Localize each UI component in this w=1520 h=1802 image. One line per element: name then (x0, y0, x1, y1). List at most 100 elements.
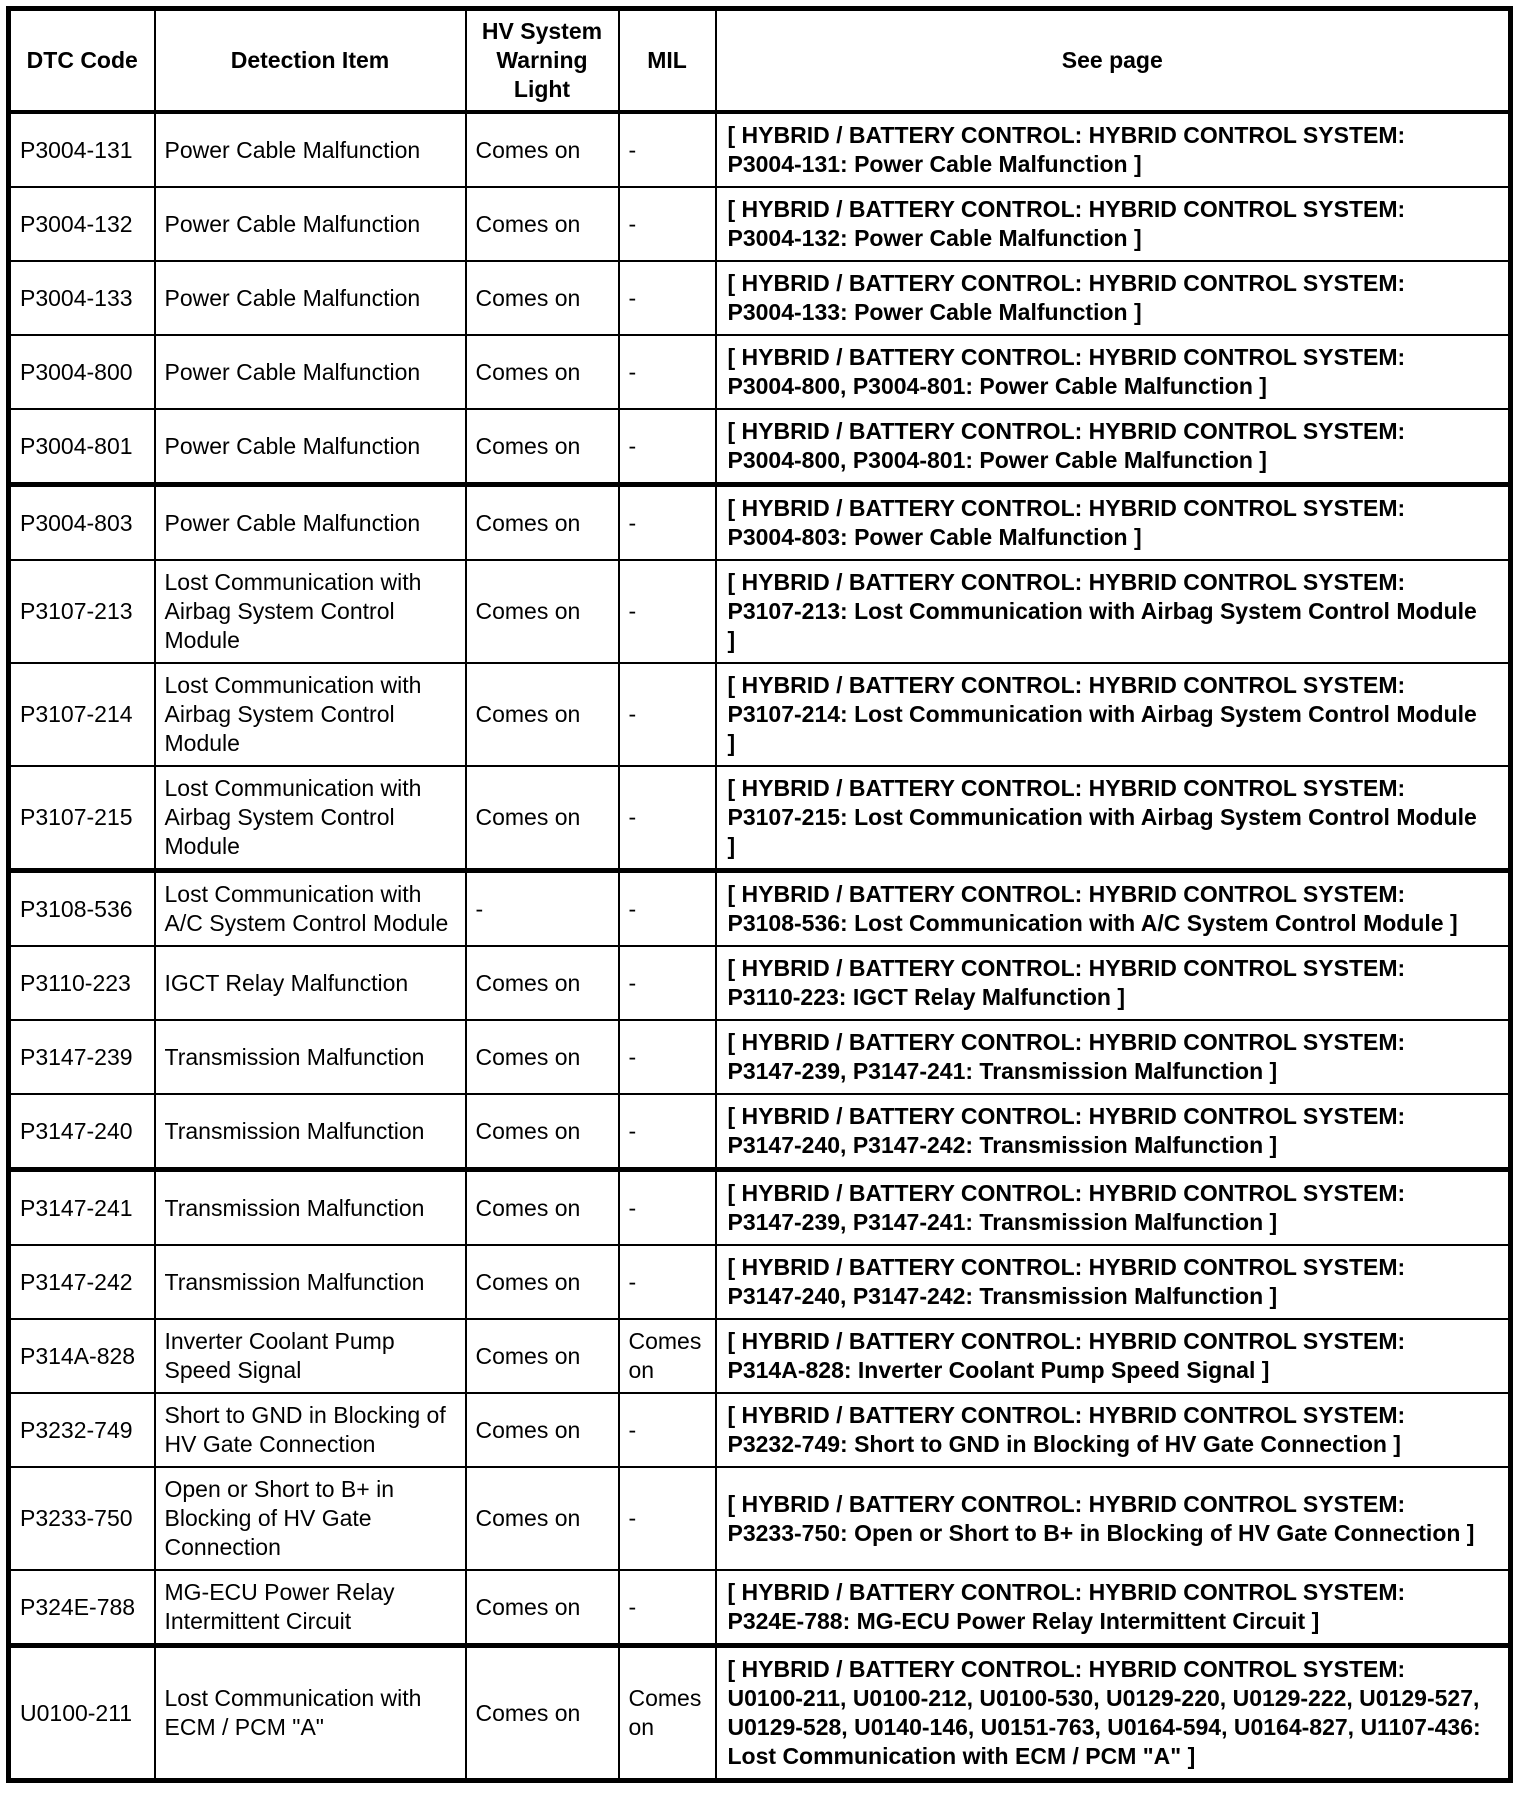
cell-dtc-code: P3004-131 (7, 111, 156, 188)
cell-dtc-code: P3004-803 (7, 482, 156, 561)
cell-detection-item: Transmission Malfunction (153, 1019, 467, 1095)
cell-mil: - (617, 186, 717, 262)
cell-dtc-code: P3147-239 (7, 1019, 156, 1095)
cell-mil: - (617, 111, 717, 188)
cell-see-page: [ HYBRID / BATTERY CONTROL: HYBRID CONTR… (714, 334, 1512, 410)
cell-mil: - (617, 868, 717, 947)
col-header-hv-system-warning-light: HV System Warning Light (464, 7, 620, 114)
table-row: P3004-803 Power Cable Malfunction Comes … (7, 482, 1512, 561)
table-row: P3107-213 Lost Communication with Airbag… (7, 559, 1512, 664)
cell-dtc-code: P3108-536 (7, 868, 156, 947)
cell-mil: Comes on (617, 1318, 717, 1394)
cell-mil: - (617, 482, 717, 561)
cell-dtc-code: P3233-750 (7, 1466, 156, 1571)
cell-see-page: [ HYBRID / BATTERY CONTROL: HYBRID CONTR… (714, 662, 1512, 767)
cell-hv-warning-light: Comes on (464, 945, 620, 1021)
cell-see-page: [ HYBRID / BATTERY CONTROL: HYBRID CONTR… (714, 1244, 1512, 1320)
cell-detection-item: Transmission Malfunction (153, 1093, 467, 1171)
cell-mil: - (617, 559, 717, 664)
table-row: P3107-214 Lost Communication with Airbag… (7, 662, 1512, 767)
cell-mil: - (617, 1167, 717, 1246)
cell-mil: - (617, 1019, 717, 1095)
table-row: P3004-800 Power Cable Malfunction Comes … (7, 334, 1512, 410)
cell-hv-warning-light: Comes on (464, 111, 620, 188)
cell-see-page: [ HYBRID / BATTERY CONTROL: HYBRID CONTR… (714, 1019, 1512, 1095)
cell-see-page: [ HYBRID / BATTERY CONTROL: HYBRID CONTR… (714, 1093, 1512, 1171)
cell-see-page: [ HYBRID / BATTERY CONTROL: HYBRID CONTR… (714, 765, 1512, 872)
cell-mil: - (617, 945, 717, 1021)
table-row: P3004-132 Power Cable Malfunction Comes … (7, 186, 1512, 262)
cell-detection-item: Power Cable Malfunction (153, 408, 467, 486)
table-row: P3108-536 Lost Communication with A/C Sy… (7, 868, 1512, 947)
cell-hv-warning-light: Comes on (464, 334, 620, 410)
cell-detection-item: MG-ECU Power Relay Intermittent Circuit (153, 1569, 467, 1647)
cell-detection-item: Lost Communication with Airbag System Co… (153, 662, 467, 767)
table-row: P3004-131 Power Cable Malfunction Comes … (7, 111, 1512, 188)
cell-detection-item: Power Cable Malfunction (153, 482, 467, 561)
cell-mil: Comes on (617, 1643, 717, 1782)
table-row: U0100-211 Lost Communication with ECM / … (7, 1643, 1512, 1782)
col-header-detection-item: Detection Item (153, 7, 467, 114)
table-row: P3107-215 Lost Communication with Airbag… (7, 765, 1512, 872)
cell-hv-warning-light: Comes on (464, 765, 620, 872)
cell-dtc-code: P3004-133 (7, 260, 156, 336)
cell-detection-item: Lost Communication with Airbag System Co… (153, 559, 467, 664)
cell-hv-warning-light: Comes on (464, 559, 620, 664)
cell-detection-item: Transmission Malfunction (153, 1244, 467, 1320)
cell-hv-warning-light: Comes on (464, 482, 620, 561)
cell-see-page: [ HYBRID / BATTERY CONTROL: HYBRID CONTR… (714, 868, 1512, 947)
cell-dtc-code: P3147-240 (7, 1093, 156, 1171)
cell-see-page: [ HYBRID / BATTERY CONTROL: HYBRID CONTR… (714, 1392, 1512, 1468)
cell-hv-warning-light: Comes on (464, 1167, 620, 1246)
cell-detection-item: Power Cable Malfunction (153, 334, 467, 410)
table-row: P3147-239 Transmission Malfunction Comes… (7, 1019, 1512, 1095)
table-row: P3233-750 Open or Short to B+ in Blockin… (7, 1466, 1512, 1571)
table-row: P3004-801 Power Cable Malfunction Comes … (7, 408, 1512, 486)
col-header-mil: MIL (617, 7, 717, 114)
table-header: DTC Code Detection Item HV System Warnin… (7, 7, 1512, 114)
table-row: P3232-749 Short to GND in Blocking of HV… (7, 1392, 1512, 1468)
cell-mil: - (617, 1569, 717, 1647)
table-header-row: DTC Code Detection Item HV System Warnin… (7, 7, 1512, 114)
cell-dtc-code: P314A-828 (7, 1318, 156, 1394)
table-row: P314A-828 Inverter Coolant Pump Speed Si… (7, 1318, 1512, 1394)
cell-see-page: [ HYBRID / BATTERY CONTROL: HYBRID CONTR… (714, 111, 1512, 188)
cell-see-page: [ HYBRID / BATTERY CONTROL: HYBRID CONTR… (714, 1569, 1512, 1647)
table-row: P3110-223 IGCT Relay Malfunction Comes o… (7, 945, 1512, 1021)
cell-see-page: [ HYBRID / BATTERY CONTROL: HYBRID CONTR… (714, 559, 1512, 664)
cell-dtc-code: P3004-800 (7, 334, 156, 410)
cell-hv-warning-light: Comes on (464, 186, 620, 262)
cell-see-page: [ HYBRID / BATTERY CONTROL: HYBRID CONTR… (714, 408, 1512, 486)
col-header-dtc-code: DTC Code (7, 7, 156, 114)
cell-detection-item: Power Cable Malfunction (153, 111, 467, 188)
cell-see-page: [ HYBRID / BATTERY CONTROL: HYBRID CONTR… (714, 1643, 1512, 1782)
cell-hv-warning-light: Comes on (464, 1466, 620, 1571)
cell-see-page: [ HYBRID / BATTERY CONTROL: HYBRID CONTR… (714, 945, 1512, 1021)
cell-hv-warning-light: Comes on (464, 1019, 620, 1095)
cell-see-page: [ HYBRID / BATTERY CONTROL: HYBRID CONTR… (714, 260, 1512, 336)
col-header-see-page: See page (714, 7, 1512, 114)
cell-hv-warning-light: Comes on (464, 1392, 620, 1468)
table-row: P3147-242 Transmission Malfunction Comes… (7, 1244, 1512, 1320)
cell-dtc-code: P3004-801 (7, 408, 156, 486)
cell-see-page: [ HYBRID / BATTERY CONTROL: HYBRID CONTR… (714, 1167, 1512, 1246)
cell-dtc-code: P3147-242 (7, 1244, 156, 1320)
table-row: P3004-133 Power Cable Malfunction Comes … (7, 260, 1512, 336)
dtc-table: DTC Code Detection Item HV System Warnin… (6, 6, 1513, 1783)
cell-dtc-code: P3107-213 (7, 559, 156, 664)
table-row: P3147-241 Transmission Malfunction Comes… (7, 1167, 1512, 1246)
cell-detection-item: Lost Communication with ECM / PCM "A" (153, 1643, 467, 1782)
cell-hv-warning-light: Comes on (464, 662, 620, 767)
cell-hv-warning-light: Comes on (464, 1318, 620, 1394)
cell-dtc-code: P3147-241 (7, 1167, 156, 1246)
cell-detection-item: Lost Communication with Airbag System Co… (153, 765, 467, 872)
cell-see-page: [ HYBRID / BATTERY CONTROL: HYBRID CONTR… (714, 1318, 1512, 1394)
table-row: P3147-240 Transmission Malfunction Comes… (7, 1093, 1512, 1171)
cell-detection-item: Transmission Malfunction (153, 1167, 467, 1246)
cell-dtc-code: P3110-223 (7, 945, 156, 1021)
cell-dtc-code: P3004-132 (7, 186, 156, 262)
cell-detection-item: Power Cable Malfunction (153, 186, 467, 262)
cell-dtc-code: P324E-788 (7, 1569, 156, 1647)
cell-mil: - (617, 260, 717, 336)
